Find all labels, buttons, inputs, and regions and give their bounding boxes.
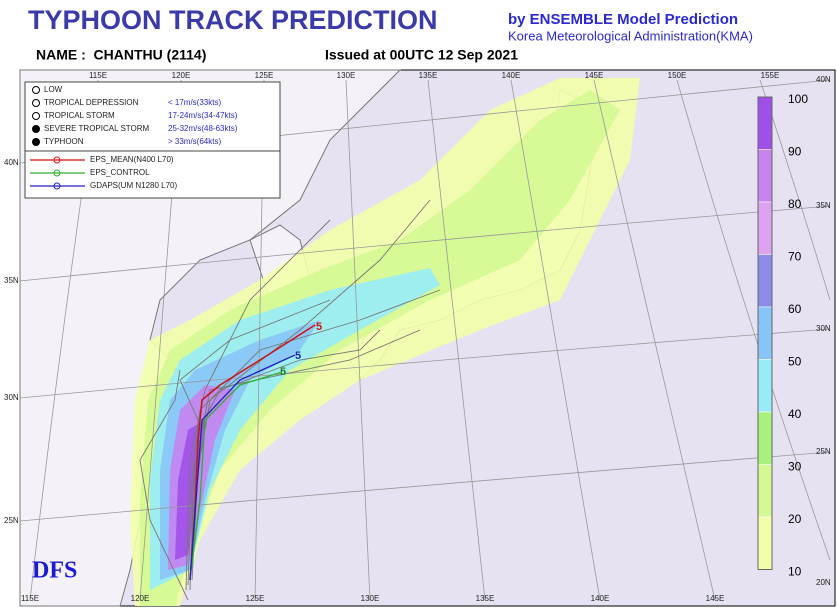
lon-label: 120E: [131, 594, 150, 603]
gdaps-track: [189, 354, 296, 581]
intensity-symbol: [32, 112, 40, 120]
colorbar-label: 20: [788, 512, 802, 526]
lon-label: 115E: [21, 594, 39, 603]
agency-text: Korea Meteorological Administration(KMA): [508, 28, 753, 43]
colorbar-label: 90: [788, 145, 802, 159]
colorbar-segment: [757, 306, 773, 360]
lat-label: 35N: [4, 276, 19, 285]
colorbar-segment: [757, 201, 773, 255]
eps-control-track: [189, 371, 283, 581]
colorbar-segment: [757, 149, 773, 203]
intensity-label: TROPICAL DEPRESSION: [44, 98, 139, 107]
model-label: EPS_MEAN(N400 L70): [90, 155, 174, 164]
colorbar-segment: [757, 254, 773, 308]
lon-label: 140E: [502, 71, 521, 80]
model-symbol: [53, 182, 61, 190]
lat-label: 30N: [816, 324, 831, 333]
lon-label: 145E: [706, 594, 725, 603]
intensity-criterion: > 33m/s(64kts): [168, 137, 221, 146]
coordinate-labels: 115E 120E 125E 130E 135E 140E 145E 150E 155E 115E…: [4, 71, 831, 603]
intensity-label: TYPHOON: [44, 137, 84, 146]
lat-label: 20N: [816, 578, 831, 587]
lon-label: 125E: [255, 71, 274, 80]
lat-label: 25N: [4, 516, 19, 525]
track-label: 5: [295, 350, 301, 362]
prob-50: [150, 268, 440, 590]
colorbar-segment: [757, 96, 773, 150]
lon-label: 125E: [246, 594, 265, 603]
watermark: DFS: [32, 558, 77, 584]
colorbar-label: 60: [788, 302, 802, 316]
colorbar-segment: [757, 411, 773, 465]
colorbar-label: 10: [788, 565, 802, 579]
lon-label: 120E: [172, 71, 191, 80]
colorbar-frame: [757, 96, 773, 570]
track-label: 5: [316, 321, 322, 333]
intensity-symbol: [32, 86, 40, 94]
intensity-symbol: [32, 99, 40, 107]
prob-60: [160, 320, 320, 580]
colorbar-label: 30: [788, 460, 802, 474]
lon-label: 135E: [419, 71, 438, 80]
intensity-label: SEVERE TROPICAL STORM: [44, 124, 150, 133]
model-label: GDAPS(UM N1280 L70): [90, 181, 177, 190]
model-symbol: [53, 169, 61, 177]
lon-label: 145E: [585, 71, 604, 80]
colorbar-segment: [757, 464, 773, 518]
prob-30: [140, 90, 620, 606]
colorbar-segment: [757, 516, 773, 570]
lon-label: 150E: [668, 71, 687, 80]
title: TYPHOON TRACK PREDICTION: [28, 5, 438, 35]
intensity-symbol: [32, 138, 40, 146]
legend: LOW TROPICAL DEPRESSION < 17m/s(33kts) TROP…: [24, 81, 281, 199]
colorbar-label: 50: [788, 355, 802, 369]
intensity-criterion: 25-32m/s(48-63kts): [168, 124, 238, 133]
lat-label: 40N: [816, 75, 831, 84]
colorbar-label: 80: [788, 197, 802, 211]
lat-label: 30N: [4, 393, 19, 402]
colorbar-label: 70: [788, 250, 802, 264]
intensity-label: TROPICAL STORM: [44, 111, 115, 120]
model-symbol: [53, 156, 61, 164]
intensity-symbol: [32, 125, 40, 133]
lat-label: 40N: [4, 158, 19, 167]
intensity-criterion: 17-24m/s(34-47kts): [168, 111, 238, 120]
lon-label: 155E: [761, 71, 780, 80]
lon-label: 135E: [476, 594, 495, 603]
colorbar-label: 100: [788, 92, 808, 106]
lon-label: 130E: [337, 71, 356, 80]
intensity-label: LOW: [44, 85, 63, 94]
track-label: 5: [280, 366, 286, 378]
colorbar: 100 90 80 70 60 50 40 30 20 10: [757, 92, 808, 579]
legend-box: [24, 81, 281, 199]
lat-label: 35N: [816, 201, 831, 210]
colorbar-label: 40: [788, 407, 802, 421]
lon-label: 140E: [591, 594, 610, 603]
lon-label: 115E: [89, 71, 107, 80]
model-label: EPS_CONTROL: [90, 168, 150, 177]
colorbar-segment: [757, 359, 773, 413]
intensity-criterion: < 17m/s(33kts): [168, 98, 221, 107]
lat-label: 25N: [816, 447, 831, 456]
issued-time: Issued at 00UTC 12 Sep 2021: [325, 47, 518, 63]
model-text: by ENSEMBLE Model Prediction: [508, 11, 738, 28]
typhoon-name: NAME : CHANTHU (2114): [36, 47, 206, 63]
lon-label: 130E: [361, 594, 380, 603]
